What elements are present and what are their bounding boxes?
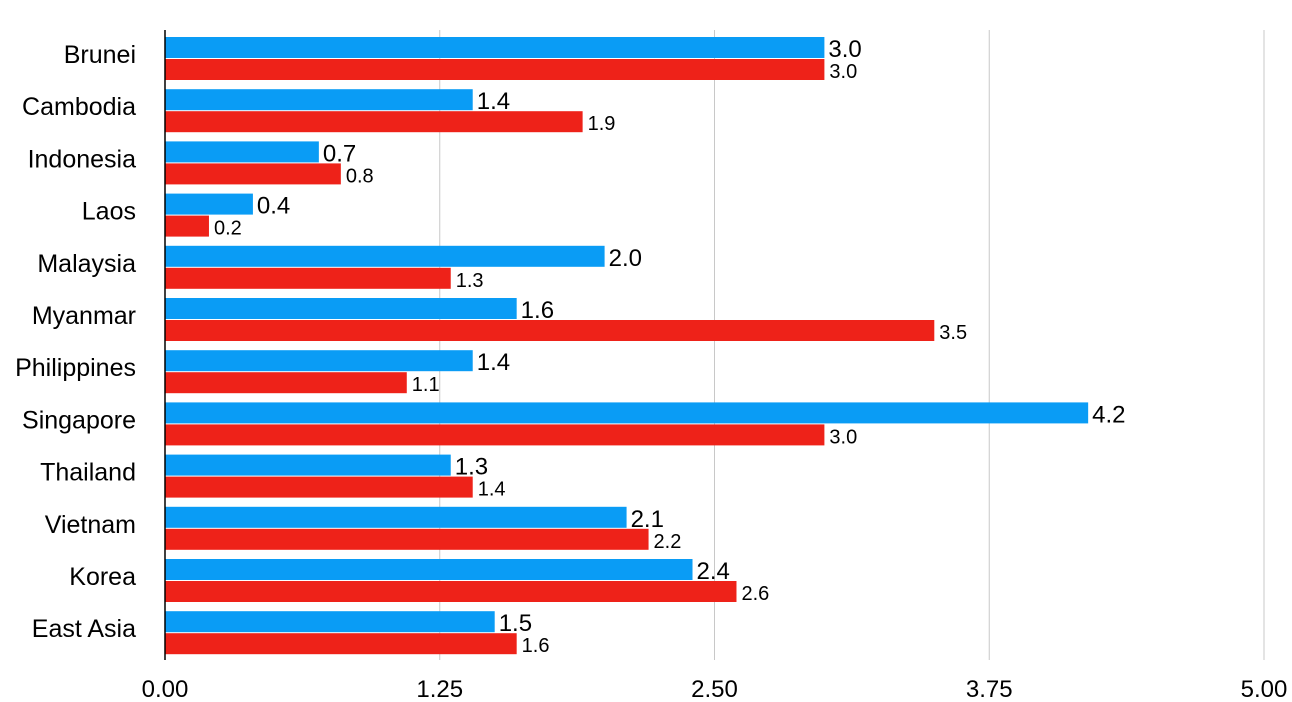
bar-blue [165,89,473,111]
category-label: Vietnam [45,511,136,539]
category-label: Brunei [64,41,136,69]
data-labels: 3.03.01.41.90.70.80.40.22.01.31.63.51.41… [214,36,1126,657]
x-tick-labels: 0.00 1.25 2.50 3.75 5.00 [142,676,1288,702]
bar-blue [165,454,451,476]
bar-blue [165,402,1089,424]
bar-red [165,372,407,394]
category-label: Malaysia [37,250,136,278]
x-tick-label: 0.00 [142,676,189,702]
bar-red [165,528,649,550]
data-label: 1.3 [456,270,484,292]
data-label: 0.2 [214,218,242,240]
category-label: Laos [82,198,136,226]
category-labels: Brunei Cambodia Indonesia Laos Malaysia Myanm… [15,41,136,643]
bar-red [165,111,583,133]
data-label: 1.1 [412,374,440,396]
bar-red [165,163,341,185]
category-label: Thailand [40,459,136,487]
x-tick-label: 3.75 [966,676,1013,702]
data-label: 1.5 [499,610,532,637]
bar-blue [165,193,253,215]
data-label: 0.7 [323,140,356,167]
category-label: East Asia [32,615,136,643]
gridlines [439,30,1265,660]
data-label: 3.5 [939,322,967,344]
data-label: 2.0 [609,245,642,272]
bars [165,37,1089,655]
data-label: 1.4 [477,88,510,115]
bar-blue [165,298,517,319]
data-label: 2.1 [631,506,664,533]
bar-red [165,424,825,446]
bar-blue [165,506,627,528]
category-label: Myanmar [32,302,136,330]
category-label: Cambodia [22,93,136,121]
data-label: 3.0 [828,36,861,63]
data-label: 0.4 [257,193,290,220]
data-label: 1.9 [588,113,616,135]
x-tick-label: 5.00 [1241,676,1288,702]
data-label: 3.0 [829,426,857,448]
data-label: 0.8 [346,165,374,187]
bar-red [165,267,451,289]
bar-red [165,215,209,237]
x-tick-label: 1.25 [416,676,463,702]
data-label: 1.6 [521,297,554,324]
bar-blue [165,611,495,633]
x-tick-label: 2.50 [691,676,738,702]
bar-blue [165,141,319,163]
category-label: Singapore [22,406,136,434]
bar-red [165,476,473,498]
category-label: Korea [69,563,136,591]
data-label: 1.4 [478,479,506,501]
bar-red [165,581,737,602]
bar-blue [165,245,605,267]
data-label: 2.4 [697,558,730,585]
data-label: 1.4 [477,349,510,376]
data-label: 1.3 [455,454,488,481]
data-label: 2.2 [654,531,682,553]
category-label: Philippines [15,354,136,382]
data-label: 2.6 [741,583,769,605]
bar-red [165,59,825,80]
data-label: 1.6 [522,635,550,657]
bar-blue [165,559,693,580]
bar-blue [165,37,825,58]
data-label: 3.0 [829,61,857,83]
bar-blue [165,350,473,372]
bar-red [165,320,935,341]
data-label: 4.2 [1092,401,1125,428]
category-label: Indonesia [28,145,137,173]
bar-red [165,633,517,655]
